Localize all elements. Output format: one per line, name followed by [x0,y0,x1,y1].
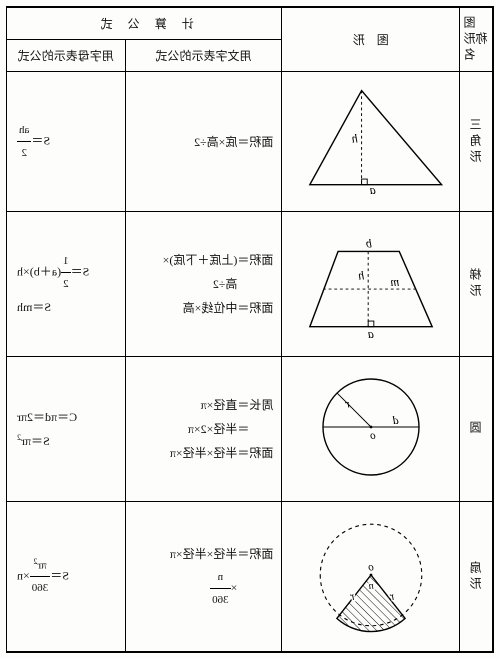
words-cell: 周长＝直径×π ＝半径×2×π 面积＝半径×半径×π [125,357,282,502]
svg-text:a: a [367,327,373,341]
symbol-cell: S＝12(a＋b)×hS＝mh [7,212,126,357]
formula-text: 面积＝中位线×高 [130,296,274,320]
svg-text:n: n [368,580,373,591]
triangle-figure: a h [291,80,451,200]
formula-text: ＝半径×2×π [130,417,274,441]
formula-text: 面积＝(上底＋下底)× [130,248,274,272]
hdr-figure: 图 形 [282,8,460,72]
formula-text: 高÷2 [130,272,274,296]
circle-figure: o d r [291,367,451,487]
formula-table: 图形名称 图 形 计 算 公 式 用文字表示的公式 用字母表示的公式 三角形 a… [6,7,493,652]
symbol-cell: S＝πr2360×n [7,502,126,652]
svg-text:r: r [389,590,394,602]
hdr-shape-name: 图形名称 [460,8,493,72]
figure-cell: o r r n [282,502,460,652]
table-row: 梯形 a b h m 面积＝(上底＋下底)× 高÷2 面积＝中位线×高 S＝12… [7,212,493,357]
symbol-cell: S＝ah2 [7,72,126,212]
svg-text:b: b [366,237,372,251]
figure-cell: o d r [282,357,460,502]
formula-symbol: S＝πr2360×n [17,554,121,600]
row-name: 梯形 [460,212,493,357]
hdr-calc: 计 算 公 式 [7,8,282,40]
formula-text: 周长＝直径×π [130,393,274,417]
formula-text: 面积＝底×高÷2 [130,130,274,154]
sector-figure: o r r n [291,515,451,635]
formula-symbol: C＝πd＝2πrS＝πr2 [17,405,121,453]
svg-text:o: o [369,430,375,442]
row-name: 三角形 [460,72,493,212]
svg-text:d: d [391,413,398,427]
symbol-cell: C＝πd＝2πrS＝πr2 [7,357,126,502]
formula-text: 面积＝半径×半径×π [130,441,274,465]
formula-table-page: 图形名称 图 形 计 算 公 式 用文字表示的公式 用字母表示的公式 三角形 a… [6,6,494,653]
svg-text:r: r [349,590,354,602]
trapezoid-figure: a b h m [291,222,451,342]
formula-text: ×n360 [130,566,274,611]
row-name: 圆 [460,357,493,502]
hdr-words: 用文字表示的公式 [125,40,282,72]
svg-text:m: m [390,275,399,289]
table-row: 圆 o d r 周长＝直径×π ＝半径×2×π 面积＝半径×半径×π C＝πd＝… [7,357,493,502]
svg-text:o: o [367,561,373,573]
svg-text:a: a [369,183,375,197]
svg-text:r: r [344,397,349,411]
words-cell: 面积＝底×高÷2 [125,72,282,212]
svg-text:h: h [358,269,364,283]
formula-text: 面积＝半径×半径×π [130,542,274,566]
words-cell: 面积＝半径×半径×π ×n360 [125,502,282,652]
figure-cell: a b h m [282,212,460,357]
table-row: 三角形 a h 面积＝底×高÷2 S＝ah2 [7,72,493,212]
formula-symbol: S＝ah2 [17,119,121,164]
figure-cell: a h [282,72,460,212]
row-name: 扇形 [460,502,493,652]
table-row: 扇形 o r r n 面积＝半径×半径×π ×n360 [7,502,493,652]
svg-text:h: h [351,131,357,145]
hdr-symbols: 用字母表示的公式 [7,40,126,72]
header-row-1: 图形名称 图 形 计 算 公 式 [7,8,493,40]
words-cell: 面积＝(上底＋下底)× 高÷2 面积＝中位线×高 [125,212,282,357]
formula-symbol: S＝12(a＋b)×hS＝mh [17,250,121,319]
